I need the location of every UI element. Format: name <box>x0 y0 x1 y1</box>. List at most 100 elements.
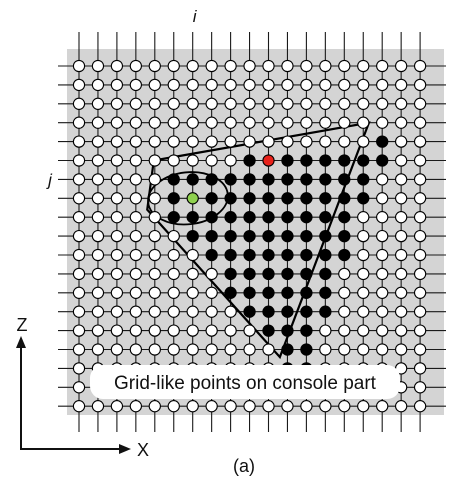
interior-grid-point <box>224 248 237 262</box>
exterior-grid-point <box>224 135 237 148</box>
exterior-grid-point <box>205 343 218 356</box>
interior-grid-point <box>243 267 256 281</box>
exterior-grid-point <box>110 267 124 281</box>
exterior-grid-point <box>338 267 351 281</box>
interior-grid-point <box>300 343 313 356</box>
coordinate-axes: Z X <box>16 315 149 460</box>
exterior-grid-point <box>413 154 427 167</box>
exterior-grid-point <box>72 229 86 243</box>
grid-points <box>72 59 427 413</box>
interior-grid-point <box>300 267 313 281</box>
exterior-grid-point <box>205 305 218 318</box>
interior-grid-point <box>224 229 237 243</box>
exterior-grid-point <box>338 116 351 129</box>
exterior-grid-point <box>72 173 86 186</box>
interior-grid-point <box>300 211 313 224</box>
z-axis-arrowhead <box>16 336 26 348</box>
exterior-grid-point <box>148 59 161 73</box>
exterior-grid-point <box>91 59 105 73</box>
exterior-grid-point <box>129 59 142 73</box>
exterior-grid-point <box>148 192 161 205</box>
interior-grid-point <box>205 211 218 224</box>
interior-grid-point <box>300 154 313 167</box>
exterior-grid-point <box>338 135 351 148</box>
exterior-grid-point <box>338 400 351 413</box>
interior-grid-point <box>300 286 313 299</box>
exterior-grid-point <box>243 135 256 148</box>
exterior-grid-point <box>148 173 161 186</box>
interior-grid-point <box>243 173 256 186</box>
exterior-grid-point <box>357 229 370 243</box>
exterior-grid-point <box>72 116 86 129</box>
exterior-grid-point <box>110 192 124 205</box>
exterior-grid-point <box>129 343 142 356</box>
exterior-grid-point <box>413 173 427 186</box>
exterior-grid-point <box>167 400 180 413</box>
exterior-grid-point <box>110 135 124 148</box>
exterior-grid-point <box>110 59 124 73</box>
exterior-grid-point <box>376 173 389 186</box>
interior-grid-point <box>300 192 313 205</box>
exterior-grid-point <box>281 400 294 413</box>
exterior-grid-point <box>91 173 105 186</box>
exterior-grid-point <box>413 286 427 299</box>
exterior-grid-point <box>319 59 332 73</box>
exterior-grid-point <box>167 286 180 299</box>
exterior-grid-point <box>129 154 142 167</box>
interior-grid-point <box>281 173 294 186</box>
exterior-grid-point <box>205 154 218 167</box>
exterior-grid-point <box>376 192 389 205</box>
exterior-grid-point <box>205 267 218 281</box>
interior-grid-point <box>262 192 275 205</box>
exterior-grid-point <box>148 248 161 262</box>
exterior-grid-point <box>91 97 105 110</box>
exterior-grid-point <box>129 248 142 262</box>
interior-grid-point <box>319 211 332 224</box>
exterior-grid-point <box>129 267 142 281</box>
exterior-grid-point <box>394 286 408 299</box>
exterior-grid-point <box>224 343 237 356</box>
caption-box: Grid-like points on console part <box>90 365 400 399</box>
interior-grid-point <box>243 286 256 299</box>
exterior-grid-point <box>413 362 427 375</box>
exterior-grid-point <box>110 229 124 243</box>
green-highlight-point <box>186 192 199 205</box>
exterior-grid-point <box>72 135 86 148</box>
exterior-grid-point <box>148 211 161 224</box>
exterior-grid-point <box>186 286 199 299</box>
interior-grid-point <box>281 154 294 167</box>
exterior-grid-point <box>300 59 313 73</box>
exterior-grid-point <box>394 97 408 110</box>
exterior-grid-point <box>91 154 105 167</box>
interior-grid-point <box>376 135 389 148</box>
exterior-grid-point <box>167 78 180 92</box>
exterior-grid-point <box>186 248 199 262</box>
exterior-grid-point <box>262 400 275 413</box>
exterior-grid-point <box>376 286 389 299</box>
exterior-grid-point <box>262 59 275 73</box>
interior-grid-point <box>338 211 351 224</box>
interior-grid-point <box>357 192 370 205</box>
exterior-grid-point <box>357 78 370 92</box>
exterior-grid-point <box>262 343 275 356</box>
exterior-grid-point <box>186 343 199 356</box>
exterior-grid-point <box>167 305 180 318</box>
interior-grid-point <box>243 154 256 167</box>
exterior-grid-point <box>129 286 142 299</box>
interior-grid-point <box>319 248 332 262</box>
interior-grid-point <box>262 267 275 281</box>
exterior-grid-point <box>281 116 294 129</box>
exterior-grid-point <box>319 343 332 356</box>
interior-grid-point <box>281 267 294 281</box>
x-axis-label: X <box>137 440 149 460</box>
exterior-grid-point <box>262 135 275 148</box>
exterior-grid-point <box>357 248 370 262</box>
exterior-grid-point <box>300 97 313 110</box>
exterior-grid-point <box>186 154 199 167</box>
exterior-grid-point <box>91 305 105 318</box>
exterior-grid-point <box>319 78 332 92</box>
exterior-grid-point <box>129 116 142 129</box>
interior-grid-point <box>300 229 313 243</box>
exterior-grid-point <box>72 286 86 299</box>
